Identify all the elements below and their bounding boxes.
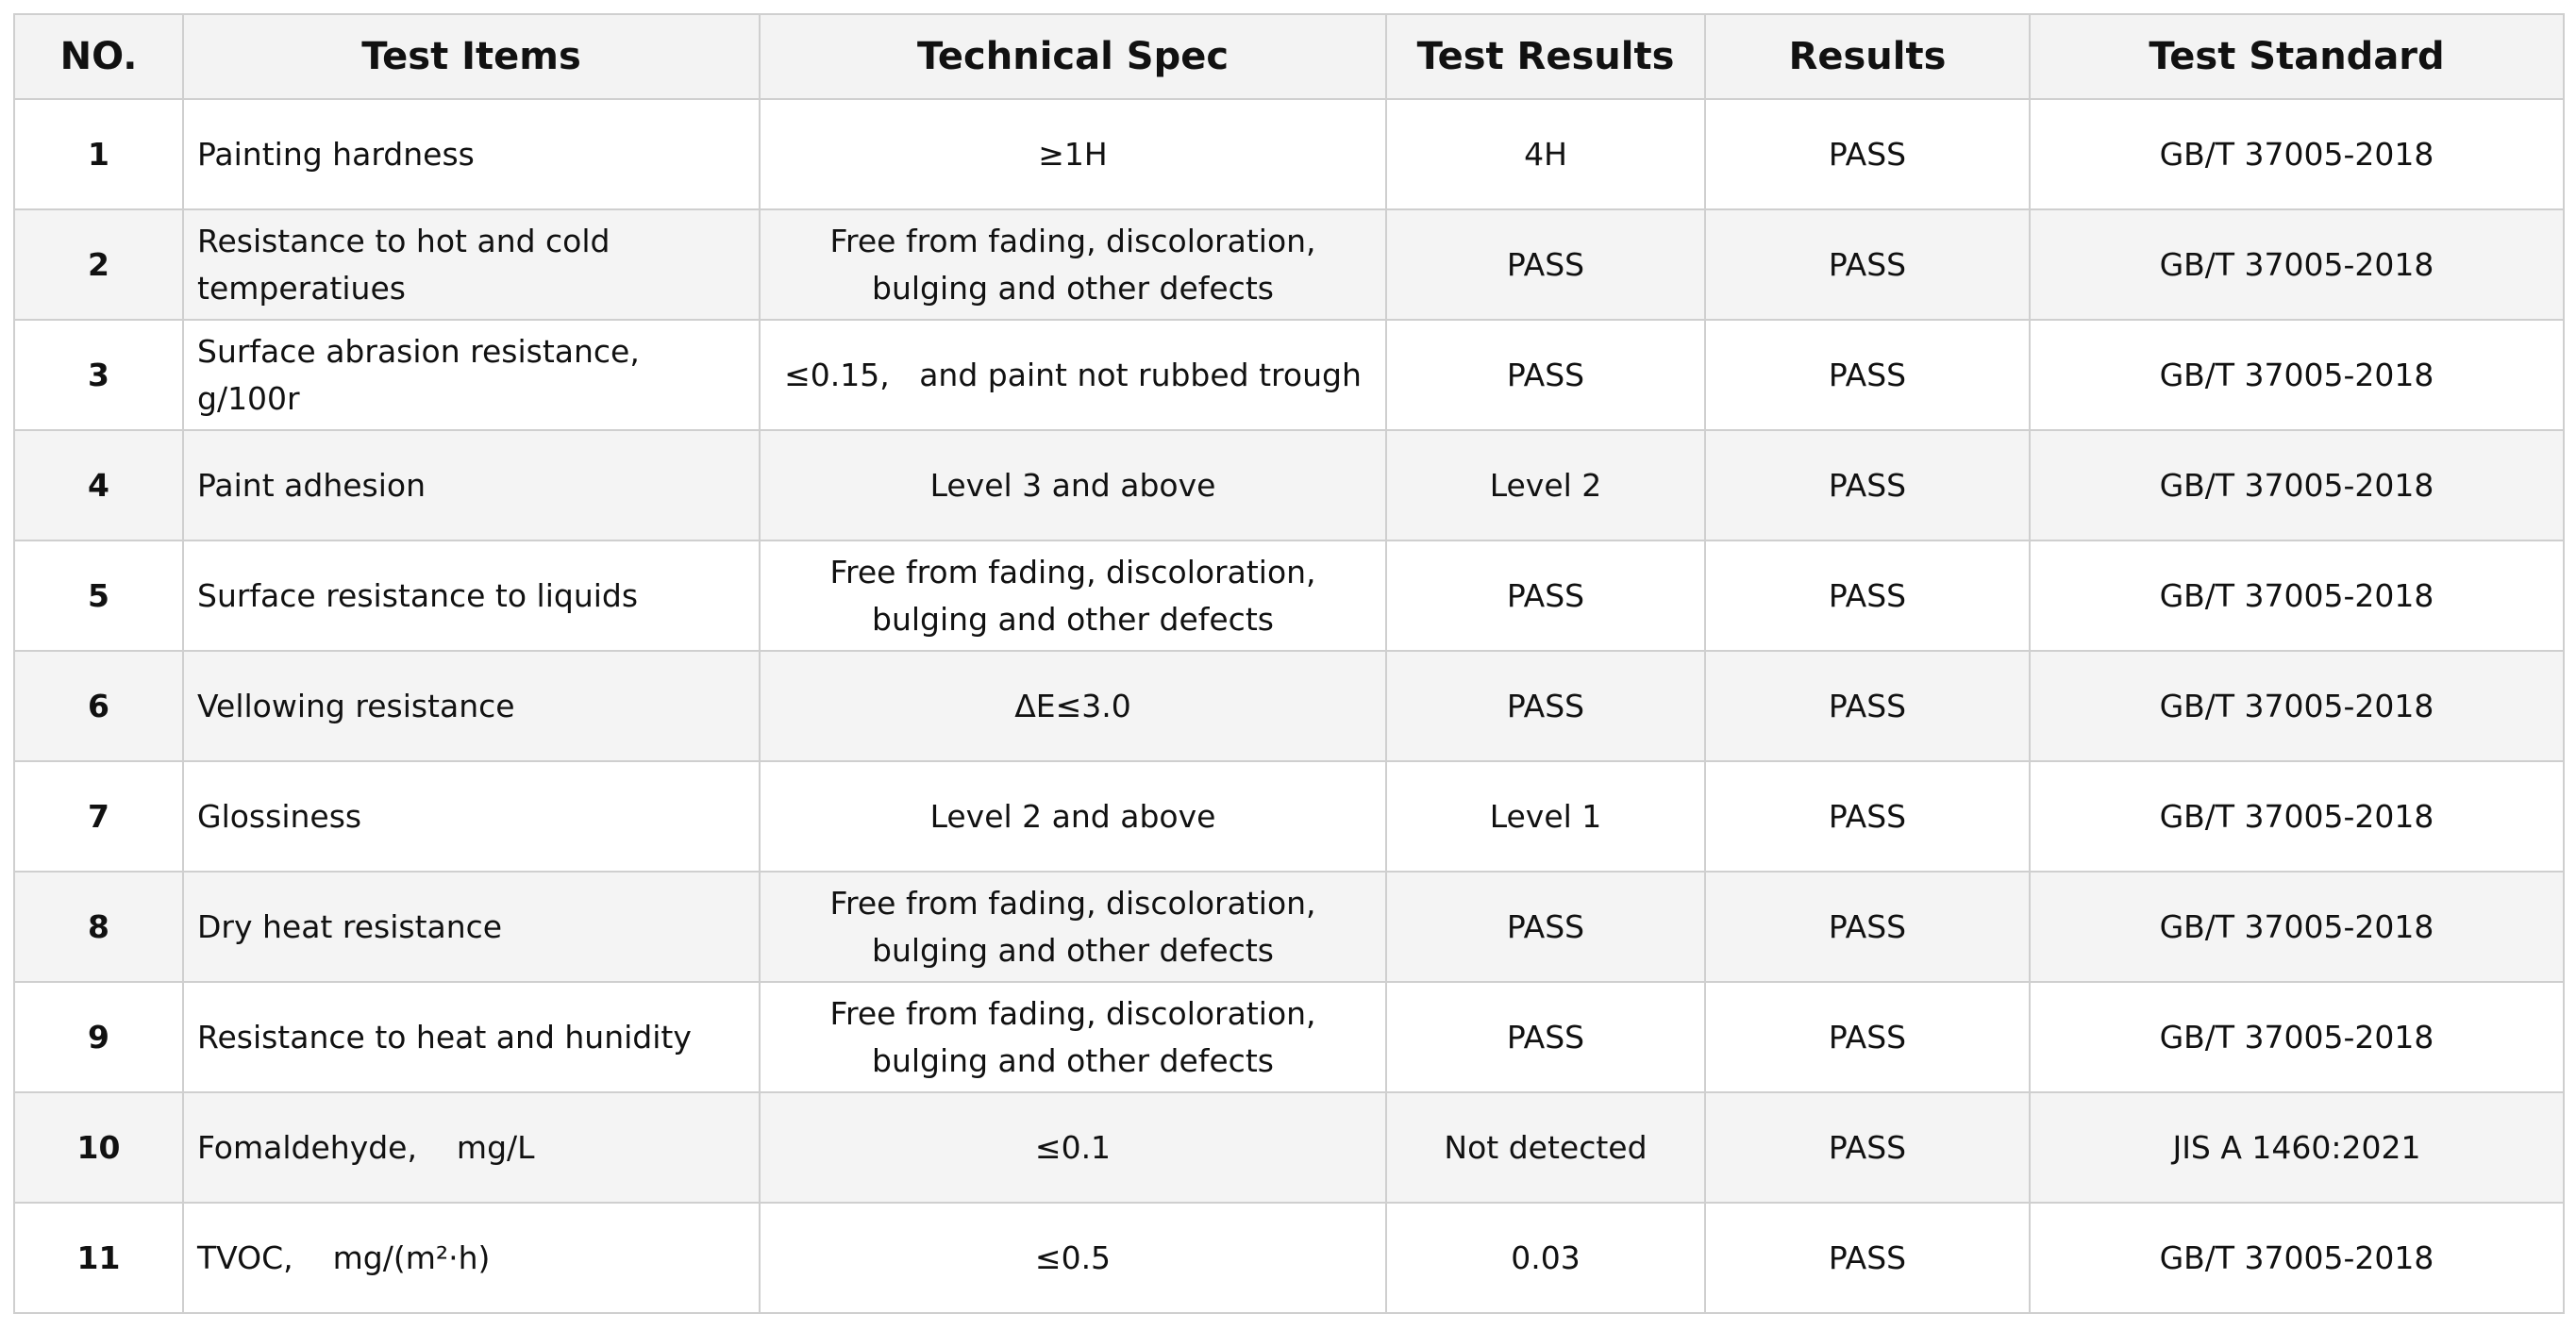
table-row: 5 Surface resistance to liquids Free from … [13,540,2565,652]
table-cell: Resistance to heat and hunidity [182,981,761,1093]
table-cell: 9 [13,981,184,1093]
table-cell: 10 [13,1091,184,1204]
table-cell: Dry heat resistance [182,871,761,983]
table-cell: PASS [1704,871,2031,983]
table-cell: PASS [1385,871,1706,983]
table-cell: Not detected [1385,1091,1706,1204]
table-cell: Level 3 and above [759,429,1387,541]
table-cell: ≤0.5 [759,1202,1387,1314]
table-cell: GB/T 37005-2018 [2029,429,2565,541]
table-cell: PASS [1704,540,2031,652]
table-cell: Level 2 and above [759,760,1387,873]
table-cell: 6 [13,650,184,762]
table-row: 10 Fomaldehyde, mg/L ≤0.1 Not detected PASS J… [13,1091,2565,1204]
table-cell: PASS [1385,981,1706,1093]
table-cell: Free from fading, discoloration, bulging… [759,871,1387,983]
table-cell: 4H [1385,98,1706,210]
table-cell: Free from fading, discoloration, bulging… [759,981,1387,1093]
table-cell: Fomaldehyde, mg/L [182,1091,761,1204]
header-cell: Test Items [182,13,761,100]
table-wrap: NO. Test Items Technical Spec Test Results R… [13,13,2565,1314]
table-cell: PASS [1385,540,1706,652]
table-cell: Level 2 [1385,429,1706,541]
table-cell: PASS [1385,319,1706,431]
table-cell: PASS [1704,1202,2031,1314]
table-cell: Painting hardness [182,98,761,210]
table-row: 6 Vellowing resistance ΔE≤3.0 PASS PASS GB/T … [13,650,2565,762]
table-cell: PASS [1704,1091,2031,1204]
table-cell: PASS [1704,208,2031,321]
table-cell: Vellowing resistance [182,650,761,762]
table-cell: 8 [13,871,184,983]
table-cell: 1 [13,98,184,210]
table-cell: GB/T 37005-2018 [2029,1202,2565,1314]
table-cell: ΔE≤3.0 [759,650,1387,762]
table-cell: GB/T 37005-2018 [2029,319,2565,431]
table-row: 1 Painting hardness ≥1H 4H PASS GB/T 37005-20… [13,98,2565,210]
table-cell: ≥1H [759,98,1387,210]
table-cell: Surface resistance to liquids [182,540,761,652]
table-head: NO. Test Items Technical Spec Test Results R… [13,13,2565,100]
table-row: 2 Resistance to hot and cold temperatiues… [13,208,2565,321]
table-cell: GB/T 37005-2018 [2029,540,2565,652]
table-cell: 7 [13,760,184,873]
header-cell: Technical Spec [759,13,1387,100]
header-cell: Results [1704,13,2031,100]
table-cell: Resistance to hot and cold temperatiues [182,208,761,321]
table-cell: 5 [13,540,184,652]
table-cell: PASS [1704,429,2031,541]
table-cell: PASS [1704,98,2031,210]
table-row: 9 Resistance to heat and hunidity Free fro… [13,981,2565,1093]
table-cell: 2 [13,208,184,321]
table-cell: PASS [1704,760,2031,873]
table-cell: GB/T 37005-2018 [2029,650,2565,762]
header-cell: NO. [13,13,184,100]
table-cell: GB/T 37005-2018 [2029,760,2565,873]
table-cell: 4 [13,429,184,541]
header-cell: Test Standard [2029,13,2565,100]
table-cell: GB/T 37005-2018 [2029,871,2565,983]
table-cell: PASS [1704,650,2031,762]
table-cell: TVOC, mg/(m²·h) [182,1202,761,1314]
table-cell: PASS [1704,319,2031,431]
table-cell: ≤0.15, and paint not rubbed trough [759,319,1387,431]
test-table: NO. Test Items Technical Spec Test Results R… [13,13,2565,1314]
table-cell: Free from fading, discoloration, bulging… [759,540,1387,652]
table-cell: 11 [13,1202,184,1314]
table-cell: 3 [13,319,184,431]
table-cell: Free from fading, discoloration, bulging… [759,208,1387,321]
table-cell: ≤0.1 [759,1091,1387,1204]
table-row: 3 Surface abrasion resistance, g/100r ≤0.1… [13,319,2565,431]
table-cell: JIS A 1460:2021 [2029,1091,2565,1204]
header-row: NO. Test Items Technical Spec Test Results R… [13,13,2565,100]
header-cell: Test Results [1385,13,1706,100]
table-row: 11 TVOC, mg/(m²·h) ≤0.5 0.03 PASS GB/T 37005-… [13,1202,2565,1314]
table-cell: PASS [1704,981,2031,1093]
table-row: 8 Dry heat resistance Free from fading, di… [13,871,2565,983]
table-cell: Surface abrasion resistance, g/100r [182,319,761,431]
table-cell: PASS [1385,650,1706,762]
table-body: 1 Painting hardness ≥1H 4H PASS GB/T 37005-20… [13,98,2565,1314]
table-cell: Paint adhesion [182,429,761,541]
table-row: 7 Glossiness Level 2 and above Level 1 PASS G… [13,760,2565,873]
table-cell: Glossiness [182,760,761,873]
table-cell: GB/T 37005-2018 [2029,208,2565,321]
table-cell: GB/T 37005-2018 [2029,98,2565,210]
table-cell: GB/T 37005-2018 [2029,981,2565,1093]
table-cell: 0.03 [1385,1202,1706,1314]
table-cell: PASS [1385,208,1706,321]
table-cell: Level 1 [1385,760,1706,873]
